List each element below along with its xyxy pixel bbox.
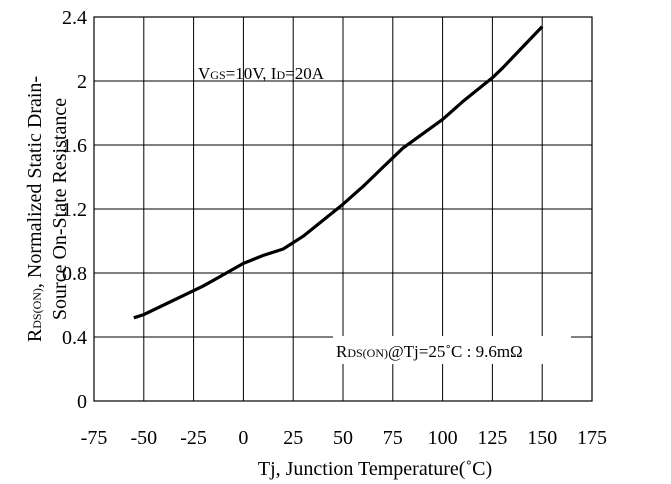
y-tick-label: 2.4: [62, 7, 87, 29]
x-tick-label: 175: [577, 427, 607, 449]
x-tick-label: 0: [238, 427, 248, 449]
id-subscript: D: [276, 68, 285, 82]
rdson-symbol: R: [336, 342, 348, 361]
vgs-subscript: GS: [210, 68, 225, 82]
y-tick-label: 0: [77, 391, 87, 413]
x-tick-labels: -75 -50 -25 0 25 50 75 100 125 150 175: [81, 427, 607, 449]
conditions-annotation: VGS=10V, ID=20A: [198, 64, 325, 83]
y-tick-label: 0.4: [62, 327, 87, 349]
y-title-line1: , Normalized Static Drain-: [24, 76, 46, 288]
rdson-reference-value: @Tj=25˚C : 9.6mΩ: [388, 342, 523, 361]
y-tick-labels: 0 0.4 0.8 1.2 1.6 2 2.4: [62, 7, 87, 413]
y-tick-label: 1.2: [62, 199, 87, 221]
x-tick-label: -25: [180, 427, 207, 449]
vgs-value: =10V, I: [226, 64, 277, 83]
x-tick-label: 50: [333, 427, 353, 449]
y-title-subscript: DS(ON): [30, 288, 44, 329]
x-tick-label: 125: [477, 427, 507, 449]
vgs-symbol: V: [198, 64, 211, 83]
y-tick-label: 1.6: [62, 135, 87, 157]
y-tick-label: 2: [77, 71, 87, 93]
id-value: =20A: [285, 64, 325, 83]
x-tick-label: -50: [130, 427, 157, 449]
y-axis-title: RDS(ON), Normalized Static Drain-: [24, 76, 46, 342]
x-tick-label: 150: [527, 427, 557, 449]
reference-annotation: RDS(ON)@Tj=25˚C : 9.6mΩ: [336, 342, 523, 361]
plot-frame: [93, 16, 593, 402]
x-tick-label: 75: [383, 427, 403, 449]
rdson-subscript: DS(ON): [347, 346, 388, 360]
x-tick-label: 25: [283, 427, 303, 449]
x-tick-label: -75: [81, 427, 108, 449]
resistance-curve: [133, 25, 544, 320]
y-tick-label: 0.8: [62, 263, 87, 285]
y-axis-title-line2: Source On-State Resistance: [49, 98, 71, 320]
y-title-r: R: [24, 328, 46, 342]
x-axis-title: Tj, Junction Temperature(˚C): [258, 458, 492, 480]
x-tick-label: 100: [428, 427, 458, 449]
reference-annotation-bg: [333, 336, 571, 364]
grid-lines: [94, 17, 592, 401]
